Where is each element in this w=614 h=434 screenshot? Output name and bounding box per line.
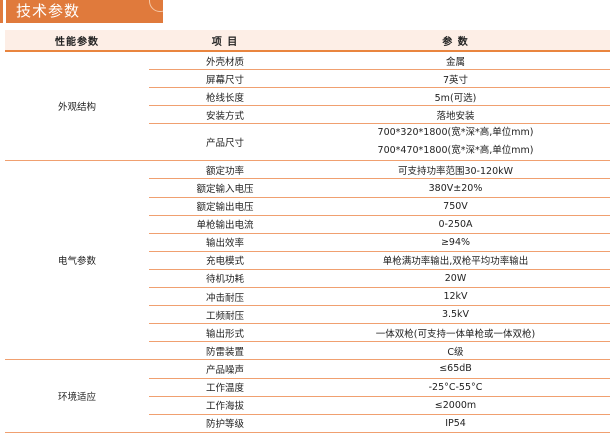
table-row: 工作海拔 ≤2000m <box>5 396 610 415</box>
param-value: 20W <box>444 272 467 284</box>
table-row: 输出形式 一体双枪(可支持一体单枪或一体双枪) <box>5 323 610 343</box>
param-value: -25°C-55°C <box>428 381 483 393</box>
item-cell: 防雷装置 <box>149 341 301 361</box>
param-cell: ≤2000m <box>301 396 610 415</box>
decorative-circle-icon <box>149 0 163 12</box>
table-row: 防护等级 IP54 <box>5 414 610 433</box>
param-cell: 380V±20% <box>301 178 610 198</box>
table-row: 工作温度 -25°C-55°C <box>5 378 610 397</box>
param-cell: 20W <box>301 269 610 289</box>
category-cell: 外观结构 <box>5 51 149 162</box>
category-cell: 电气参数 <box>5 160 149 361</box>
item-cell: 输出效率 <box>149 233 301 252</box>
param-value: 7英寸 <box>442 74 469 86</box>
category-cell: 环境适应 <box>5 359 149 433</box>
table-row: 待机功耗 20W <box>5 269 610 289</box>
spec-table: 性能参数 项 目 参 数 外观结构 外壳材质 金属屏幕尺寸 7英寸枪线长度 5m(可选)… <box>5 30 610 433</box>
param-value: ≤65dB <box>439 363 472 375</box>
item-cell: 充电模式 <box>149 251 301 270</box>
table-row: 外观结构 外壳材质 金属 <box>5 51 610 162</box>
item-cell: 冲击耐压 <box>149 287 301 307</box>
item-cell: 防护等级 <box>149 414 301 433</box>
section-title: 技术参数 <box>16 2 81 20</box>
item-cell: 枪线长度 <box>149 87 301 107</box>
param-cell: 0-250A <box>301 215 610 234</box>
param-cell: -25°C-55°C <box>301 378 610 397</box>
table-row: 产品尺寸 700*320*1800(宽*深*高,单位mm) 700*470*1800… <box>5 123 610 162</box>
param-cell: 5m(可选) <box>301 87 610 107</box>
item-cell: 单枪输出电流 <box>149 215 301 234</box>
item-cell: 外壳材质 <box>149 51 301 71</box>
param-value: C级 <box>447 346 464 358</box>
item-cell: 额定输入电压 <box>149 178 301 198</box>
header-param: 参 数 <box>301 30 610 52</box>
item-cell: 额定输出电压 <box>149 197 301 216</box>
param-cell: 单枪满功率输出,双枪平均功率输出 <box>301 251 610 270</box>
table-header-row: 性能参数 项 目 参 数 <box>5 30 610 52</box>
param-value: 5m(可选) <box>434 92 477 104</box>
table-row: 电气参数 额定功率 可支持功率范围30-120kW <box>5 160 610 361</box>
param-cell: 金属 <box>301 51 610 71</box>
param-cell: 700*320*1800(宽*深*高,单位mm) 700*470*1800(宽*深… <box>301 123 610 162</box>
title-accent-stripe <box>0 0 3 23</box>
table-row: 单枪输出电流 0-250A <box>5 215 610 234</box>
param-cell: 落地安装 <box>301 105 610 125</box>
param-cell: 一体双枪(可支持一体单枪或一体双枪) <box>301 323 610 343</box>
item-cell: 输出形式 <box>149 323 301 343</box>
param-cell: 可支持功率范围30-120kW <box>301 160 610 180</box>
param-cell: 3.5kV <box>301 305 610 325</box>
table-row: 安装方式 落地安装 <box>5 105 610 125</box>
param-cell: ≥94% <box>301 233 610 252</box>
item-cell: 额定功率 <box>149 160 301 180</box>
param-value: 落地安装 <box>436 110 475 122</box>
param-value: 一体双枪(可支持一体单枪或一体双枪) <box>375 328 536 340</box>
table-row: 环境适应 产品噪声 ≤65dB <box>5 359 610 433</box>
table-row: 充电模式 单枪满功率输出,双枪平均功率输出 <box>5 251 610 270</box>
item-cell: 产品尺寸 <box>149 123 301 162</box>
param-cell: IP54 <box>301 414 610 433</box>
table-row: 枪线长度 5m(可选) <box>5 87 610 107</box>
item-cell: 安装方式 <box>149 105 301 125</box>
item-cell: 产品噪声 <box>149 359 301 379</box>
item-cell: 工作温度 <box>149 378 301 397</box>
param-value: 0-250A <box>438 218 473 230</box>
param-value: 380V±20% <box>428 182 483 194</box>
table-row: 屏幕尺寸 7英寸 <box>5 69 610 89</box>
param-cell: 7英寸 <box>301 69 610 89</box>
param-value: 12kV <box>443 291 468 303</box>
param-cell: 750V <box>301 197 610 216</box>
table-row: 防雷装置 C级 <box>5 341 610 361</box>
param-value: 700*470*1800(宽*深*高,单位mm) <box>377 145 534 157</box>
table-row: 工频耐压 3.5kV <box>5 305 610 325</box>
param-cell: C级 <box>301 341 610 361</box>
param-value: ≤2000m <box>434 399 477 411</box>
param-value: 可支持功率范围30-120kW <box>397 165 514 177</box>
header-category: 性能参数 <box>5 30 149 52</box>
param-value: ≥94% <box>440 236 471 248</box>
param-value: 金属 <box>445 56 465 68</box>
param-value: 750V <box>443 200 468 212</box>
param-cell: ≤65dB <box>301 359 610 379</box>
item-cell: 屏幕尺寸 <box>149 69 301 89</box>
table-row: 输出效率 ≥94% <box>5 233 610 252</box>
item-cell: 工频耐压 <box>149 305 301 325</box>
param-cell: 12kV <box>301 287 610 307</box>
table-row: 冲击耐压 12kV <box>5 287 610 307</box>
section-title-bar: 技术参数 <box>6 0 163 23</box>
item-cell: 工作海拔 <box>149 396 301 415</box>
param-value: IP54 <box>445 417 466 429</box>
param-value: 单枪满功率输出,双枪平均功率输出 <box>382 256 529 268</box>
table-row: 额定输入电压 380V±20% <box>5 178 610 198</box>
header-item: 项 目 <box>149 30 301 52</box>
table-row: 额定输出电压 750V <box>5 197 610 216</box>
param-value: 3.5kV <box>441 309 470 321</box>
item-cell: 待机功耗 <box>149 269 301 289</box>
param-value: 700*320*1800(宽*深*高,单位mm) <box>377 127 534 139</box>
